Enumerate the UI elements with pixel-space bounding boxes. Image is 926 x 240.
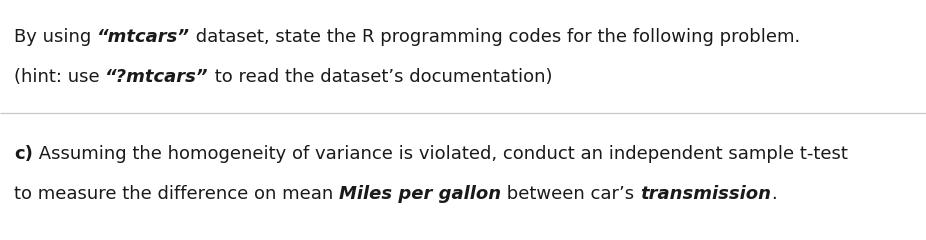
Text: Miles per gallon: Miles per gallon <box>339 185 501 203</box>
Text: to read the dataset’s documentation): to read the dataset’s documentation) <box>209 68 553 86</box>
Text: Assuming the homogeneity of variance is violated, conduct an independent sample : Assuming the homogeneity of variance is … <box>33 145 847 163</box>
Text: to measure the difference on mean: to measure the difference on mean <box>14 185 339 203</box>
Text: “mtcars”: “mtcars” <box>97 28 190 46</box>
Text: dataset, state the R programming codes for the following problem.: dataset, state the R programming codes f… <box>190 28 800 46</box>
Text: c): c) <box>14 145 33 163</box>
Text: “?mtcars”: “?mtcars” <box>106 68 209 86</box>
Text: (hint: use: (hint: use <box>14 68 106 86</box>
Text: .: . <box>771 185 777 203</box>
Text: transmission: transmission <box>640 185 771 203</box>
Text: between car’s: between car’s <box>501 185 640 203</box>
Text: By using: By using <box>14 28 97 46</box>
